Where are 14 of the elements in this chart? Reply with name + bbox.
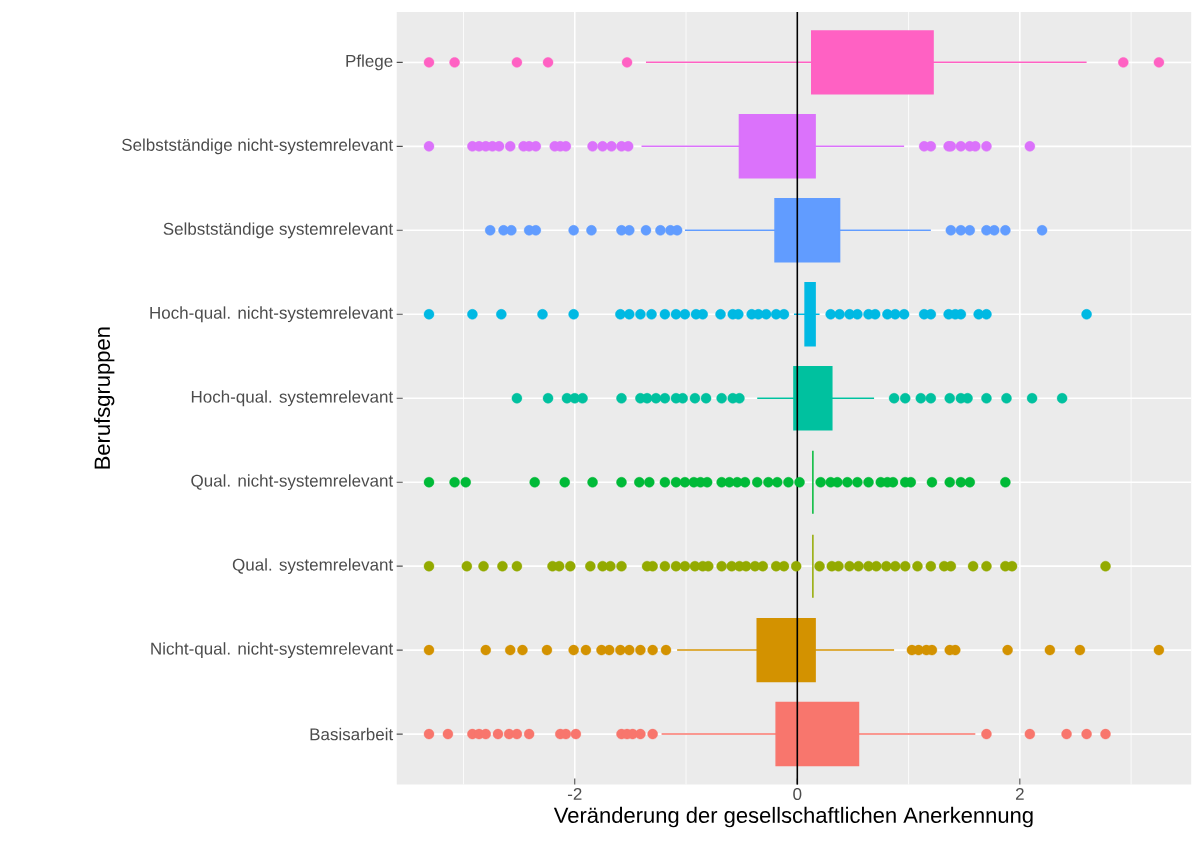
y-tick-label: Hoch-qual. systemrelevant: [191, 390, 394, 406]
y-tick-label: Qual. nicht-systemrelevant: [191, 474, 394, 490]
y-tick-label: Selbstständige nicht-systemrelevant: [122, 138, 394, 155]
y-tick-label: Selbstständige systemrelevant: [163, 222, 394, 239]
x-tick-label: -2: [567, 787, 582, 800]
y-tick-label: Qual. systemrelevant: [232, 558, 394, 574]
x-tick-label: 2: [1015, 787, 1024, 800]
y-tick-label: Nicht-qual. nicht-systemrelevant: [151, 642, 394, 658]
y-tick-label: Hoch-qual. nicht-systemrelevant: [150, 306, 394, 322]
x-tick-label: 0: [793, 787, 802, 800]
y-tick-label: Pflege: [346, 54, 393, 71]
y-tick-label: Basisarbeit: [310, 727, 394, 741]
y-axis-title: Berufsgruppen: [93, 327, 115, 469]
x-axis-title: Veränderung der gesellschaftlichen Anerkennung: [553, 806, 1033, 828]
